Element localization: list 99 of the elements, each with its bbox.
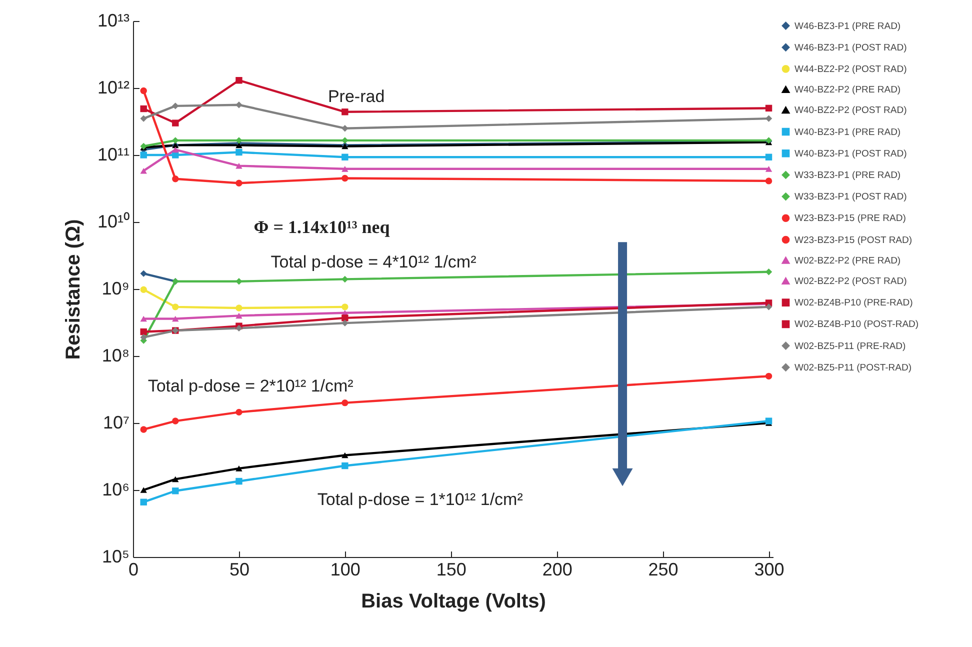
- point: [140, 487, 147, 493]
- point: [172, 146, 179, 153]
- x-tick-label: 150: [436, 560, 466, 580]
- point: [236, 478, 242, 485]
- legend-label: W44-BZ2-P2 (POST RAD): [794, 64, 907, 75]
- point: [236, 278, 242, 285]
- annotation: Φ = 1.14x10¹³ neq: [254, 217, 390, 238]
- point: [172, 304, 179, 310]
- legend-label: W23-BZ3-P15 (POST RAD): [794, 234, 912, 246]
- point: [342, 137, 348, 144]
- y-axis-title: Resistance (Ω): [62, 219, 84, 360]
- point: [342, 166, 348, 172]
- legend-label: W02-BZ5-P11 (PRE-RAD): [794, 340, 906, 352]
- point: [140, 152, 147, 158]
- point: [236, 408, 242, 416]
- point: [236, 324, 242, 332]
- annotation: Total p-dose = 1*10¹² 1/cm²: [317, 490, 524, 509]
- point: [342, 314, 348, 322]
- point: [172, 488, 179, 494]
- point: [236, 77, 242, 84]
- point: [765, 104, 772, 112]
- point: [140, 270, 147, 277]
- annotation: Total p-dose = 4*10¹² 1/cm²: [270, 252, 477, 272]
- point: [236, 180, 242, 186]
- point: [172, 176, 179, 182]
- legend-label: W46-BZ3-P1 (PRE RAD): [794, 20, 901, 32]
- point: [765, 268, 772, 276]
- point: [236, 304, 242, 312]
- legend-label: W02-BZ2-P2 (PRE RAD): [794, 255, 901, 266]
- x-tick-label: 200: [542, 560, 572, 580]
- point: [172, 418, 179, 424]
- y-tick-label: 10⁷: [102, 412, 130, 432]
- point: [236, 162, 242, 169]
- point: [172, 102, 179, 110]
- point: [765, 418, 772, 424]
- point: [140, 498, 147, 506]
- point: [765, 115, 772, 122]
- x-tick-label: 250: [648, 560, 678, 580]
- point: [342, 174, 348, 182]
- point: [172, 476, 179, 482]
- point: [140, 328, 147, 336]
- legend-label: W23-BZ3-P15 (PRE RAD): [794, 213, 906, 224]
- point: [236, 312, 242, 319]
- y-tick-label: 10⁵: [102, 546, 130, 566]
- legend-label: W02-BZ4B-P10 (POST-RAD): [794, 319, 919, 330]
- point: [140, 87, 147, 94]
- annotation: Pre-rad: [328, 86, 385, 106]
- point: [140, 426, 147, 433]
- point: [342, 452, 348, 458]
- point: [342, 304, 348, 310]
- y-tick-label: 10⁹: [102, 278, 130, 298]
- legend-label: W02-BZ5-P11 (POST-RAD): [794, 362, 912, 374]
- point: [342, 399, 348, 406]
- legend-label: W02-BZ4B-P10 (PRE-RAD): [794, 298, 913, 309]
- y-tick-label: 10¹¹: [97, 144, 130, 164]
- x-tick-label: 50: [229, 560, 250, 580]
- point: [342, 124, 348, 132]
- point: [140, 115, 147, 122]
- point: [765, 372, 772, 380]
- point: [342, 462, 348, 470]
- point: [765, 304, 772, 310]
- legend-label: W40-BZ3-P1 (POST RAD): [794, 148, 907, 160]
- point: [342, 320, 348, 326]
- y-tick-label: 10¹²: [97, 78, 130, 98]
- x-tick-label: 300: [754, 560, 784, 580]
- point: [342, 276, 348, 283]
- point: [172, 137, 179, 144]
- legend-label: W33-BZ3-P1 (PRE RAD): [794, 170, 901, 181]
- point: [140, 105, 147, 112]
- legend-label: W40-BZ3-P1 (PRE RAD): [794, 126, 901, 138]
- point: [172, 316, 179, 322]
- point: [765, 154, 772, 160]
- legend-label: W02-BZ2-P2 (POST RAD): [794, 276, 907, 287]
- point: [236, 148, 242, 156]
- point: [236, 142, 242, 148]
- point: [765, 178, 772, 184]
- point: [140, 286, 147, 293]
- point: [140, 316, 147, 322]
- point: [236, 137, 242, 144]
- point: [172, 120, 179, 126]
- point: [342, 108, 348, 116]
- legend-label: W33-BZ3-P1 (POST RAD): [794, 192, 907, 203]
- point: [140, 168, 147, 174]
- legend-label: W46-BZ3-P1 (POST RAD): [794, 42, 907, 54]
- point: [236, 466, 242, 472]
- y-tick-label: 10⁶: [102, 480, 130, 500]
- y-tick-label: 10¹³: [97, 10, 130, 30]
- y-tick-label: 10⁸: [102, 346, 130, 366]
- y-tick-label: 10¹⁰: [97, 212, 130, 232]
- point: [236, 102, 242, 108]
- x-tick-label: 0: [128, 560, 139, 580]
- x-axis-title: Bias Voltage (Volts): [361, 590, 546, 612]
- annotation: Total p-dose = 2*10¹² 1/cm²: [148, 376, 354, 396]
- point: [140, 334, 147, 341]
- legend-label: W40-BZ2-P2 (POST RAD): [794, 105, 907, 116]
- x-tick-label: 100: [330, 560, 360, 580]
- point: [765, 166, 772, 172]
- legend-label: W40-BZ2-P2 (PRE RAD): [794, 84, 901, 96]
- point: [342, 154, 348, 160]
